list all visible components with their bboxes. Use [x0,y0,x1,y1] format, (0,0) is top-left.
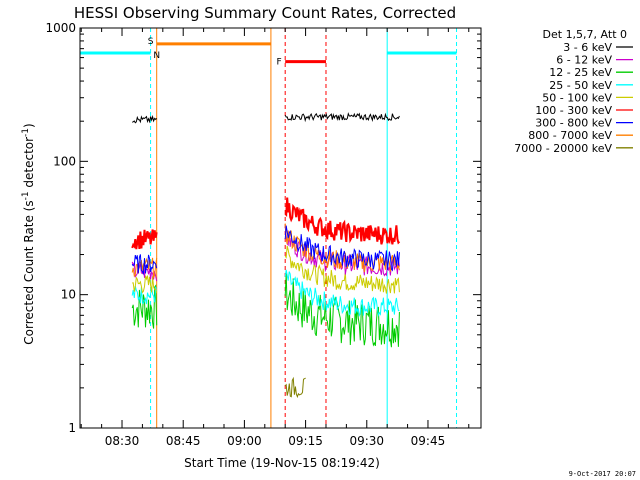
legend-label: 100 - 300 keV [535,104,612,117]
series-line-6-12 [284,227,400,277]
y-tick-label: 10 [61,288,76,302]
series-line-800-7000 [131,257,158,279]
y-axis-label: Corrected Count Rate (s-1 detector-1) [21,123,36,344]
legend-label: 300 - 800 keV [535,117,612,130]
x-tick-label: 09:00 [227,434,262,448]
annotation-s: S [148,37,154,47]
footer-timestamp: 9-Oct-2017 20:07 [569,470,636,478]
legend-label: 6 - 12 keV [556,54,612,67]
series-line-7000-20000 [284,376,306,399]
y-tick-label: 1000 [45,21,76,35]
legend-label: 800 - 7000 keV [528,129,612,142]
axes-frame [79,27,482,429]
x-tick-label: 09:30 [349,434,384,448]
x-tick-label: 08:30 [105,434,140,448]
annotation-n: N [153,51,160,61]
plot-area: SN F [80,28,458,428]
series-line-3-6 [131,114,158,124]
x-tick-label: 09:45 [411,434,446,448]
series-line-100-300 [284,197,401,245]
series-line-6-12 [131,261,158,282]
series-line-50-100 [284,245,400,294]
legend-label: 50 - 100 keV [542,91,612,104]
series-line-12-25 [131,284,158,329]
series-line-25-50 [284,269,400,318]
legend-label: 25 - 50 keV [549,79,612,92]
chart-title: HESSI Observing Summary Count Rates, Cor… [74,4,456,22]
series-line-300-800 [284,225,400,272]
series-line-300-800 [131,254,158,276]
axes: 1 10 100 1000 08:30 08:45 09:00 09:15 09:30 09:45 [45,21,482,448]
legend-title: Det 1,5,7, Att 0 [543,28,627,41]
x-axis-title: Start Time (19-Nov-15 08:19:42) [184,456,380,470]
legend-label: 7000 - 20000 keV [514,142,612,155]
y-axis-title: Corrected Count Rate (s-1 detector-1) [21,123,36,344]
series-line-12-25 [284,273,400,348]
series-line-3-6 [284,112,400,123]
legend-label: 3 - 6 keV [563,41,612,54]
series-line-100-300 [131,229,158,250]
x-tick-label: 09:15 [288,434,323,448]
y-tick-label: 100 [53,154,76,168]
annotation-f: F [276,58,281,68]
legend-label: 12 - 25 keV [549,66,612,79]
x-tick-label: 08:45 [166,434,201,448]
series-line-25-50 [131,285,158,305]
y-tick-label: 1 [68,421,76,435]
